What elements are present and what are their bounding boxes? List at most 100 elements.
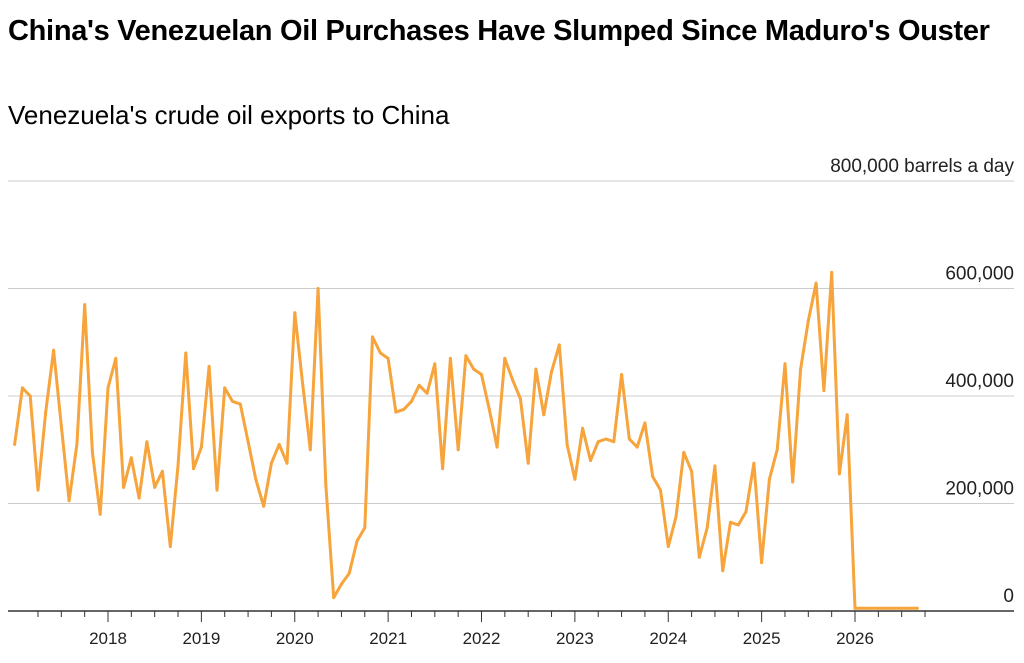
x-tick-label: 2019: [182, 629, 220, 648]
data-point: [666, 545, 670, 548]
data-point: [425, 391, 429, 395]
data-point: [316, 287, 320, 290]
x-tick-label: 2021: [369, 629, 407, 648]
data-point: [526, 461, 530, 465]
x-axis: 2018 2019 2020 2021 2022 2023 2024 2025 2026: [37, 611, 926, 648]
data-point: [464, 354, 468, 358]
data-point: [52, 348, 56, 352]
data-point: [402, 407, 406, 411]
data-point: [433, 362, 437, 366]
x-tick-label: 2018: [89, 629, 127, 648]
data-point: [729, 520, 732, 524]
data-point: [495, 445, 499, 449]
data-point: [122, 485, 126, 489]
y-tick-label: 0: [1003, 586, 1014, 607]
data-point: [324, 483, 328, 487]
data-point: [67, 499, 71, 503]
data-point: [145, 440, 149, 444]
data-point: [876, 606, 880, 610]
data-point: [59, 424, 63, 428]
data-point: [557, 343, 561, 347]
data-point: [106, 386, 110, 390]
data-point: [767, 477, 771, 481]
data-point: [713, 464, 717, 468]
data-point: [487, 407, 491, 411]
data-point: [690, 469, 694, 473]
data-point: [90, 450, 94, 454]
data-point: [347, 571, 351, 575]
data-point: [207, 364, 211, 368]
data-point: [308, 448, 312, 452]
data-point: [853, 606, 857, 610]
x-tick-label: 2026: [836, 629, 874, 648]
data-point: [550, 370, 553, 374]
data-point: [13, 442, 17, 446]
gridlines: [8, 180, 1014, 612]
data-point: [806, 319, 810, 323]
data-point: [480, 373, 483, 376]
data-point: [674, 515, 678, 519]
data-point: [269, 461, 273, 465]
data-point: [262, 504, 266, 508]
data-point: [736, 523, 740, 527]
data-point: [589, 459, 592, 462]
data-point: [534, 367, 538, 371]
data-point: [682, 450, 686, 454]
data-point: [363, 526, 367, 530]
data-point: [285, 461, 289, 465]
data-point: [83, 303, 87, 307]
data-point: [231, 399, 234, 403]
data-point: [176, 464, 180, 468]
data-point: [254, 477, 258, 481]
y-tick-label: 400,000: [945, 371, 1014, 392]
data-point: [28, 394, 32, 398]
data-point: [620, 373, 624, 376]
data-point: [371, 335, 374, 339]
data-point: [215, 488, 219, 492]
data-point: [565, 442, 569, 446]
data-point: [635, 445, 639, 449]
data-point: [892, 606, 896, 610]
data-point: [612, 440, 616, 444]
data-point: [627, 437, 631, 441]
y-axis-unit-label: 800,000 barrels a day: [830, 156, 1014, 177]
data-point: [604, 437, 608, 441]
data-point: [184, 351, 188, 355]
data-point: [573, 477, 577, 481]
data-point: [721, 569, 725, 573]
data-point: [659, 488, 662, 492]
data-point: [884, 606, 888, 610]
data-point: [301, 381, 304, 385]
data-point: [472, 367, 476, 371]
y-tick-label: 200,000: [945, 479, 1014, 500]
data-point: [814, 281, 818, 285]
data-point: [386, 356, 390, 360]
data-point: [760, 561, 764, 565]
data-point: [98, 512, 102, 516]
data-point: [799, 367, 803, 371]
data-point: [744, 510, 748, 514]
x-tick-label: 2020: [276, 629, 314, 648]
data-point: [643, 421, 647, 425]
data-point: [153, 485, 157, 489]
data-point: [830, 270, 834, 274]
data-point: [503, 356, 507, 360]
chart-title: China's Venezuelan Oil Purchases Have Sl…: [8, 15, 990, 47]
data-point: [845, 413, 849, 417]
data-point: [907, 606, 911, 610]
data-point: [277, 442, 281, 446]
x-tick-label: 2025: [743, 629, 781, 648]
data-point: [448, 356, 452, 360]
data-point: [36, 488, 40, 492]
data-point: [837, 472, 841, 476]
data-point: [822, 389, 826, 393]
y-tick-label: 600,000: [945, 264, 1014, 285]
data-point: [332, 596, 336, 600]
data-point: [246, 440, 250, 444]
data-point: [20, 386, 24, 390]
data-point: [114, 356, 118, 360]
series-line: [13, 270, 919, 610]
y-axis-labels: 0 200,000 400,000 600,000 800,000 barrels a …: [830, 156, 1014, 607]
x-tick-label: 2022: [463, 629, 501, 648]
